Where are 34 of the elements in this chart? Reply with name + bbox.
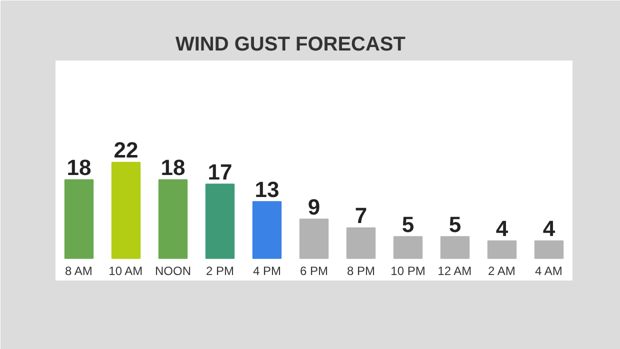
x-tick-label: 10 AM [108,264,143,278]
bar [393,236,423,259]
bar [64,179,94,259]
x-tick-label: 12 AM [438,264,472,278]
data-label: 5 [402,212,414,237]
bar [158,179,188,259]
bar [440,236,470,259]
data-label: 4 [542,216,556,242]
x-tick-label: 4 PM [252,264,282,278]
data-label: 22 [114,138,138,163]
bar [252,201,282,259]
data-label: 5 [448,212,462,237]
data-label: 17 [208,159,232,184]
data-label: 18 [160,155,186,180]
bar [487,240,517,259]
x-tick-label: 10 PM [390,264,426,278]
x-tick-label: NOON [155,264,191,278]
data-label: 13 [254,176,280,202]
bar [534,240,564,259]
data-label: 7 [354,203,368,228]
bar [111,162,141,259]
bar [205,184,235,259]
data-label: 18 [66,155,92,180]
x-tick-label: 6 PM [300,264,328,278]
x-tick-label: 8 PM [346,264,376,278]
data-label: 4 [496,216,509,242]
bar [299,218,329,259]
chart-title: WIND GUST FORECAST [176,34,406,56]
x-tick-label: 2 AM [488,264,516,278]
x-tick-label: 2 PM [206,264,234,278]
data-label: 9 [308,194,320,220]
x-tick-label: 4 AM [534,264,562,278]
bar [346,227,376,259]
x-tick-label: 8 AM [64,264,92,278]
